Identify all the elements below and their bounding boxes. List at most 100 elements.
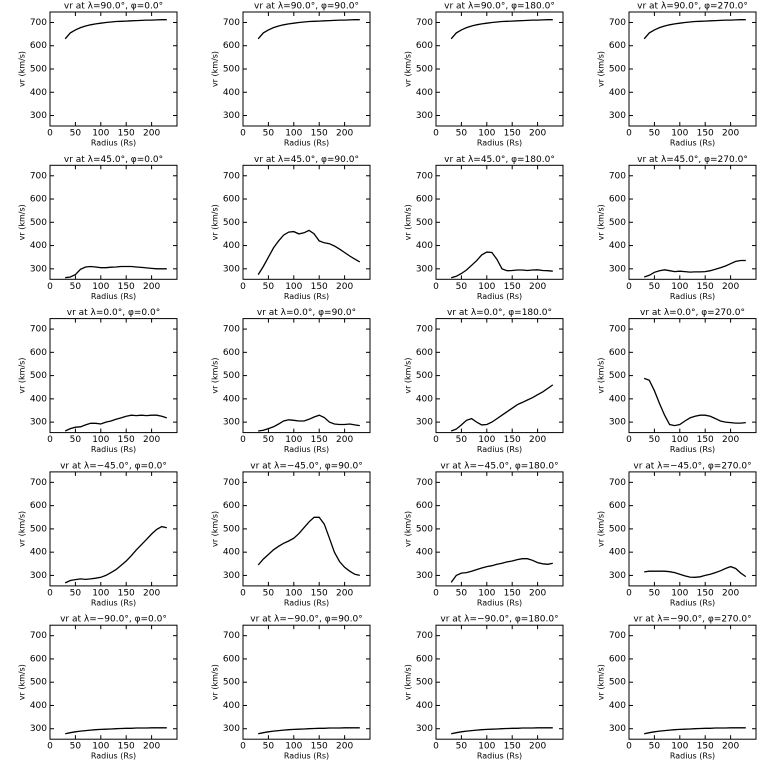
x-tick-label: 0 <box>240 435 246 445</box>
line <box>65 265 167 279</box>
x-tick-label: 100 <box>285 588 302 598</box>
y-axis-label: vr (km/s) <box>211 511 220 547</box>
x-tick-label: 50 <box>456 129 468 139</box>
x-tick-label: 50 <box>70 282 82 292</box>
y-tick-label: 500 <box>609 218 626 228</box>
y-tick-label: 700 <box>30 478 47 488</box>
panel: vr at λ=−45.0°, φ=270.0° Radius (Rs) vr (k… <box>597 461 757 607</box>
x-axis-label: Radius (Rs) <box>670 292 715 301</box>
x-axis-label: Radius (Rs) <box>91 598 136 607</box>
panel: vr at λ=−90.0°, φ=0.0° Radius (Rs) vr (km/… <box>18 615 178 761</box>
y-tick-label: 500 <box>30 524 47 534</box>
y-tick-label: 300 <box>223 724 240 734</box>
y-tick-label: 400 <box>223 394 240 404</box>
x-tick-label: 150 <box>118 588 135 598</box>
y-tick-label: 600 <box>609 501 626 511</box>
x-tick-label: 50 <box>263 282 275 292</box>
panel: vr at λ=45.0°, φ=90.0° Radius (Rs) vr (km/… <box>211 155 371 301</box>
y-tick-label: 300 <box>416 724 433 734</box>
y-tick-label: 400 <box>609 241 626 251</box>
x-axis-label: Radius (Rs) <box>284 752 329 761</box>
x-tick-label: 50 <box>263 129 275 139</box>
y-tick-label: 700 <box>30 171 47 181</box>
panel: vr at λ=−90.0°, φ=180.0° Radius (Rs) vr (k… <box>404 615 564 761</box>
plot-frame <box>242 624 371 740</box>
x-tick-label: 100 <box>92 742 109 752</box>
y-tick-label: 500 <box>609 65 626 75</box>
panel: vr at λ=45.0°, φ=180.0° Radius (Rs) vr (km… <box>404 155 564 301</box>
x-tick-label: 200 <box>336 742 353 752</box>
y-tick-label: 400 <box>416 88 433 98</box>
y-tick-label: 500 <box>30 65 47 75</box>
plot-frame <box>242 11 371 127</box>
line <box>257 19 360 40</box>
x-tick-label: 50 <box>456 282 468 292</box>
y-tick-label: 700 <box>416 171 433 181</box>
panel: vr at λ=−90.0°, φ=270.0° Radius (Rs) vr (k… <box>597 615 757 761</box>
y-tick-label: 400 <box>609 394 626 404</box>
y-tick-label: 300 <box>223 418 240 428</box>
plot-frame <box>49 624 178 740</box>
x-tick-label: 200 <box>722 588 739 598</box>
plot-frame <box>49 11 178 127</box>
x-tick-label: 50 <box>70 742 82 752</box>
x-tick-label: 0 <box>626 742 632 752</box>
panel-title: vr at λ=0.0°, φ=270.0° <box>640 308 745 318</box>
panel-title: vr at λ=90.0°, φ=180.0° <box>444 2 555 12</box>
plot-frame <box>242 164 371 280</box>
y-tick-label: 500 <box>30 371 47 381</box>
plot-frame <box>242 471 371 587</box>
x-tick-label: 200 <box>143 588 160 598</box>
y-tick-label: 500 <box>609 678 626 688</box>
y-tick-label: 700 <box>609 325 626 335</box>
x-tick-label: 50 <box>263 742 275 752</box>
x-tick-label: 0 <box>433 129 439 139</box>
x-tick-label: 0 <box>47 588 53 598</box>
x-tick-label: 50 <box>456 742 468 752</box>
plot-frame <box>628 11 757 127</box>
y-axis-label: vr (km/s) <box>597 664 606 700</box>
y-tick-label: 400 <box>609 701 626 711</box>
panel-title: vr at λ=−45.0°, φ=270.0° <box>633 461 751 471</box>
panel: vr at λ=90.0°, φ=90.0° Radius (Rs) vr (km/… <box>211 2 371 148</box>
y-tick-label: 300 <box>30 571 47 581</box>
x-axis-label: Radius (Rs) <box>91 445 136 454</box>
x-tick-label: 100 <box>92 588 109 598</box>
y-axis-label: vr (km/s) <box>211 51 220 87</box>
y-tick-label: 400 <box>223 548 240 558</box>
x-tick-label: 100 <box>285 742 302 752</box>
y-tick-label: 300 <box>609 571 626 581</box>
x-tick-label: 200 <box>529 742 546 752</box>
y-tick-label: 500 <box>609 524 626 534</box>
y-tick-label: 700 <box>30 631 47 641</box>
x-tick-label: 0 <box>47 435 53 445</box>
x-tick-label: 200 <box>529 282 546 292</box>
line <box>451 727 553 735</box>
x-tick-label: 200 <box>529 129 546 139</box>
panel-title: vr at λ=45.0°, φ=0.0° <box>64 155 163 165</box>
x-tick-label: 100 <box>671 742 688 752</box>
y-tick-label: 600 <box>30 501 47 511</box>
x-tick-label: 100 <box>478 742 495 752</box>
y-tick-label: 600 <box>30 654 47 664</box>
panel: vr at λ=−45.0°, φ=90.0° Radius (Rs) vr (km… <box>211 461 371 607</box>
x-tick-label: 100 <box>671 588 688 598</box>
y-axis-label: vr (km/s) <box>404 358 413 394</box>
y-axis-label: vr (km/s) <box>18 204 27 240</box>
panel: vr at λ=45.0°, φ=0.0° Radius (Rs) vr (km/s… <box>18 155 178 301</box>
x-tick-label: 150 <box>697 588 714 598</box>
y-tick-label: 400 <box>416 241 433 251</box>
y-tick-label: 300 <box>30 418 47 428</box>
y-tick-label: 400 <box>416 394 433 404</box>
x-tick-label: 50 <box>70 435 82 445</box>
x-axis-label: Radius (Rs) <box>670 139 715 148</box>
panel-title: vr at λ=−90.0°, φ=180.0° <box>440 615 558 625</box>
panel: vr at λ=−45.0°, φ=0.0° Radius (Rs) vr (km/… <box>18 461 178 607</box>
x-tick-label: 200 <box>336 588 353 598</box>
plot-frame <box>49 164 178 280</box>
y-tick-label: 600 <box>609 41 626 51</box>
y-tick-label: 500 <box>416 678 433 688</box>
x-tick-label: 0 <box>240 588 246 598</box>
y-tick-label: 700 <box>30 325 47 335</box>
y-tick-label: 600 <box>223 501 240 511</box>
